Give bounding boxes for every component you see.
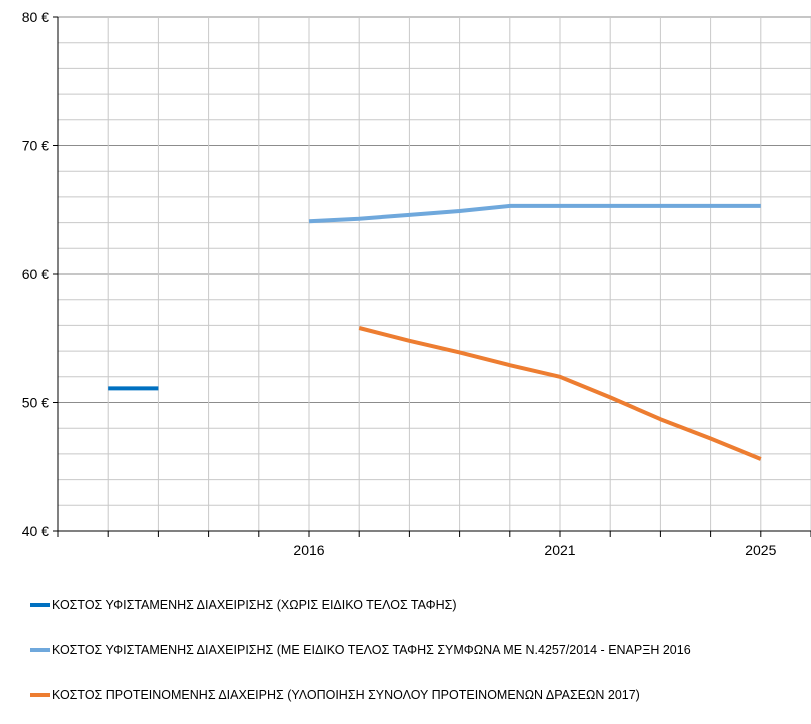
legend-swatch xyxy=(30,693,50,697)
legend-item-existing-with-fee: ΚΟΣΤΟΣ ΥΦΙΣΤΑΜΕΝΗΣ ΔΙΑΧΕΙΡΙΣΗΣ (ΜΕ ΕΙΔΙΚ… xyxy=(30,640,691,660)
legend-item-existing-no-fee: ΚΟΣΤΟΣ ΥΦΙΣΤΑΜΕΝΗΣ ΔΙΑΧΕΙΡΙΣΗΣ (ΧΩΡΙΣ ΕΙ… xyxy=(30,595,457,615)
legend-label: ΚΟΣΤΟΣ ΥΦΙΣΤΑΜΕΝΗΣ ΔΙΑΧΕΙΡΙΣΗΣ (ΧΩΡΙΣ ΕΙ… xyxy=(52,598,457,612)
legend-label: ΚΟΣΤΟΣ ΠΡΟΤΕΙΝΟΜΕΝΗΣ ΔΙΑΧΕΙΡΗΣ (ΥΛΟΠΟΙΗΣ… xyxy=(52,688,640,702)
series-line-2 xyxy=(358,326,762,461)
y-tick-label: 50 € xyxy=(22,395,49,411)
gridlines xyxy=(57,16,811,532)
y-tick-label: 60 € xyxy=(22,266,49,282)
x-tick-label: 2021 xyxy=(544,542,575,558)
series-line-1 xyxy=(308,203,761,224)
y-tick-label: 40 € xyxy=(22,523,49,539)
series-lines xyxy=(108,203,762,461)
legend-label: ΚΟΣΤΟΣ ΥΦΙΣΤΑΜΕΝΗΣ ΔΙΑΧΕΙΡΙΣΗΣ (ΜΕ ΕΙΔΙΚ… xyxy=(52,643,691,657)
x-tick-label: 2025 xyxy=(745,542,776,558)
y-tick-label: 80 € xyxy=(22,9,49,25)
legend-swatch xyxy=(30,648,50,652)
y-tick-label: 70 € xyxy=(22,138,49,154)
legend-swatch xyxy=(30,603,50,607)
legend-item-proposed: ΚΟΣΤΟΣ ΠΡΟΤΕΙΝΟΜΕΝΗΣ ΔΙΑΧΕΙΡΗΣ (ΥΛΟΠΟΙΗΣ… xyxy=(30,685,640,705)
axes xyxy=(53,16,811,537)
tick-labels: 40 € 50 € 60 € 70 € 80 € 2016 2021 2025 xyxy=(22,9,777,558)
line-chart: 40 € 50 € 60 € 70 € 80 € 2016 2021 2025 xyxy=(22,9,811,558)
x-tick-label: 2016 xyxy=(293,542,324,558)
